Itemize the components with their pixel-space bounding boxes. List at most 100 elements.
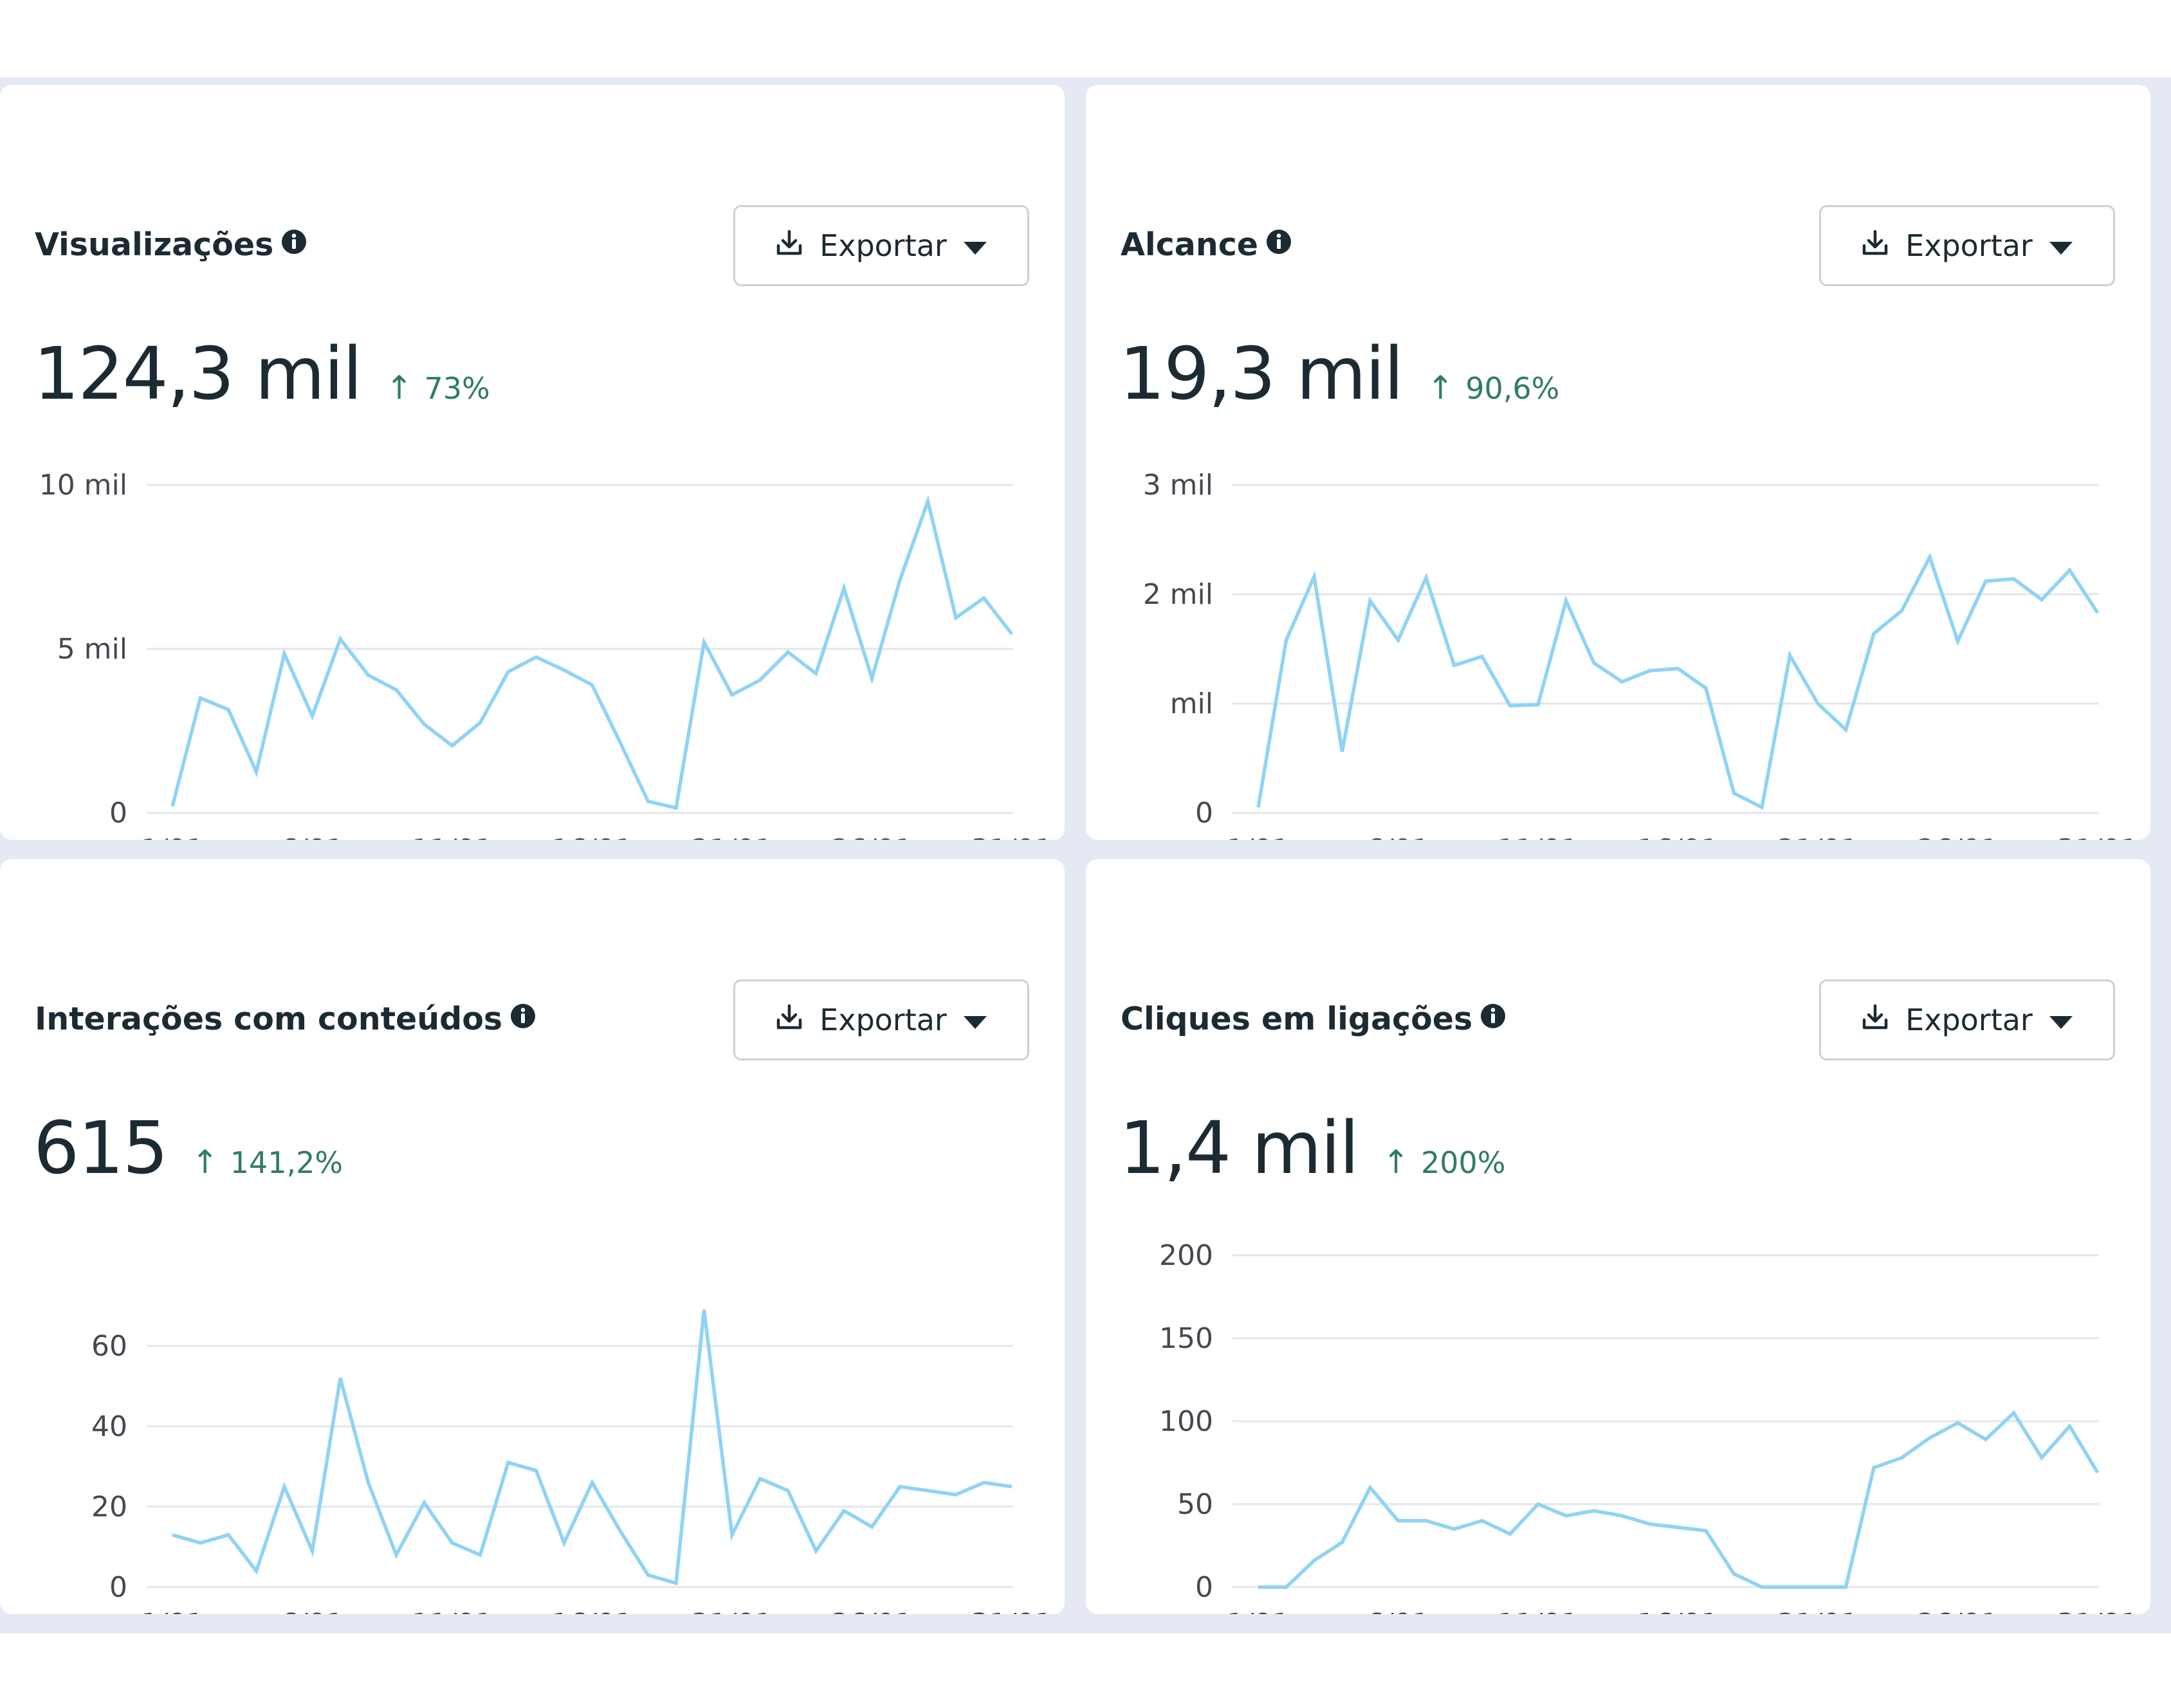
data-point[interactable] (1759, 1585, 1764, 1590)
data-point[interactable] (897, 1484, 902, 1489)
data-point[interactable] (1759, 805, 1764, 810)
data-point[interactable] (1703, 1528, 1708, 1533)
data-point[interactable] (1956, 639, 1961, 644)
data-point[interactable] (394, 1552, 399, 1558)
data-point[interactable] (953, 1492, 958, 1497)
data-point[interactable] (1591, 1508, 1597, 1513)
data-point[interactable] (2067, 568, 2073, 573)
data-point[interactable] (897, 577, 902, 583)
data-point[interactable] (282, 651, 287, 657)
data-point[interactable] (1647, 668, 1653, 673)
data-point[interactable] (1508, 703, 1513, 708)
data-point[interactable] (1535, 702, 1541, 707)
data-point[interactable] (1452, 663, 1457, 668)
data-point[interactable] (2067, 1424, 2073, 1429)
data-point[interactable] (1703, 686, 1708, 691)
data-point[interactable] (2011, 1410, 2017, 1415)
data-point[interactable] (1844, 1585, 1849, 1590)
data-point[interactable] (1983, 579, 1988, 584)
data-point[interactable] (1009, 1484, 1014, 1489)
data-point[interactable] (1312, 574, 1317, 579)
data-point[interactable] (1844, 727, 1849, 732)
data-point[interactable] (729, 692, 735, 697)
data-point[interactable] (226, 707, 231, 712)
data-point[interactable] (841, 1508, 847, 1513)
info-icon[interactable] (1266, 226, 1292, 262)
data-point[interactable] (1788, 653, 1793, 658)
data-point[interactable] (310, 714, 315, 719)
data-point[interactable] (1256, 1585, 1261, 1590)
data-point[interactable] (618, 740, 623, 745)
export-button[interactable]: Exportar (733, 205, 1029, 286)
data-point[interactable] (618, 1529, 623, 1534)
data-point[interactable] (1788, 1585, 1793, 1590)
data-point[interactable] (366, 673, 371, 678)
data-point[interactable] (1284, 1585, 1289, 1590)
data-point[interactable] (254, 1568, 259, 1574)
data-point[interactable] (1732, 1571, 1737, 1576)
data-point[interactable] (562, 1540, 567, 1545)
data-point[interactable] (870, 1524, 875, 1529)
data-point[interactable] (478, 720, 483, 725)
data-point[interactable] (1871, 631, 1876, 636)
data-point[interactable] (870, 676, 875, 681)
data-point[interactable] (1312, 1558, 1317, 1563)
data-point[interactable] (1396, 1518, 1401, 1523)
data-point[interactable] (1424, 1518, 1429, 1523)
data-point[interactable] (2039, 597, 2044, 603)
data-point[interactable] (1340, 1540, 1345, 1545)
export-button[interactable]: Exportar (733, 979, 1029, 1060)
data-point[interactable] (506, 1460, 511, 1465)
info-icon[interactable] (510, 1000, 536, 1037)
data-point[interactable] (926, 499, 931, 504)
data-point[interactable] (1620, 1513, 1625, 1518)
data-point[interactable] (1676, 1525, 1681, 1530)
data-point[interactable] (590, 682, 595, 687)
data-point[interactable] (785, 650, 791, 655)
data-point[interactable] (450, 743, 455, 748)
data-point[interactable] (170, 1532, 175, 1538)
data-point[interactable] (534, 1468, 539, 1473)
data-point[interactable] (841, 586, 847, 591)
data-point[interactable] (198, 696, 203, 701)
data-point[interactable] (673, 805, 679, 810)
data-point[interactable] (338, 1376, 343, 1381)
data-point[interactable] (1452, 1527, 1457, 1532)
data-point[interactable] (785, 1488, 791, 1493)
data-point[interactable] (1284, 637, 1289, 642)
data-point[interactable] (1927, 554, 1932, 559)
data-point[interactable] (1424, 576, 1429, 581)
data-point[interactable] (338, 637, 343, 642)
data-point[interactable] (1368, 598, 1373, 603)
data-point[interactable] (926, 1488, 931, 1493)
data-point[interactable] (758, 1476, 763, 1481)
data-point[interactable] (1396, 637, 1401, 642)
data-point[interactable] (1479, 654, 1485, 659)
data-point[interactable] (282, 1484, 287, 1489)
data-point[interactable] (1871, 1465, 1876, 1470)
data-point[interactable] (1564, 598, 1569, 603)
data-point[interactable] (170, 804, 175, 809)
data-point[interactable] (422, 1500, 427, 1505)
data-point[interactable] (2095, 1470, 2100, 1475)
data-point[interactable] (254, 769, 259, 774)
data-point[interactable] (1508, 1531, 1513, 1536)
data-point[interactable] (1479, 1518, 1485, 1523)
data-point[interactable] (1340, 749, 1345, 754)
data-point[interactable] (982, 595, 987, 601)
data-point[interactable] (1368, 1485, 1373, 1490)
data-point[interactable] (226, 1532, 231, 1538)
data-point[interactable] (702, 1307, 707, 1313)
data-point[interactable] (2095, 610, 2100, 615)
data-point[interactable] (1256, 805, 1261, 810)
info-icon[interactable] (1480, 1000, 1506, 1037)
data-point[interactable] (1620, 679, 1625, 684)
export-button[interactable]: Exportar (1819, 205, 2115, 286)
data-point[interactable] (673, 1581, 679, 1586)
data-point[interactable] (562, 668, 567, 673)
data-point[interactable] (394, 687, 399, 693)
data-point[interactable] (814, 671, 819, 676)
data-point[interactable] (2011, 576, 2017, 581)
data-point[interactable] (758, 677, 763, 682)
data-point[interactable] (1009, 631, 1014, 637)
